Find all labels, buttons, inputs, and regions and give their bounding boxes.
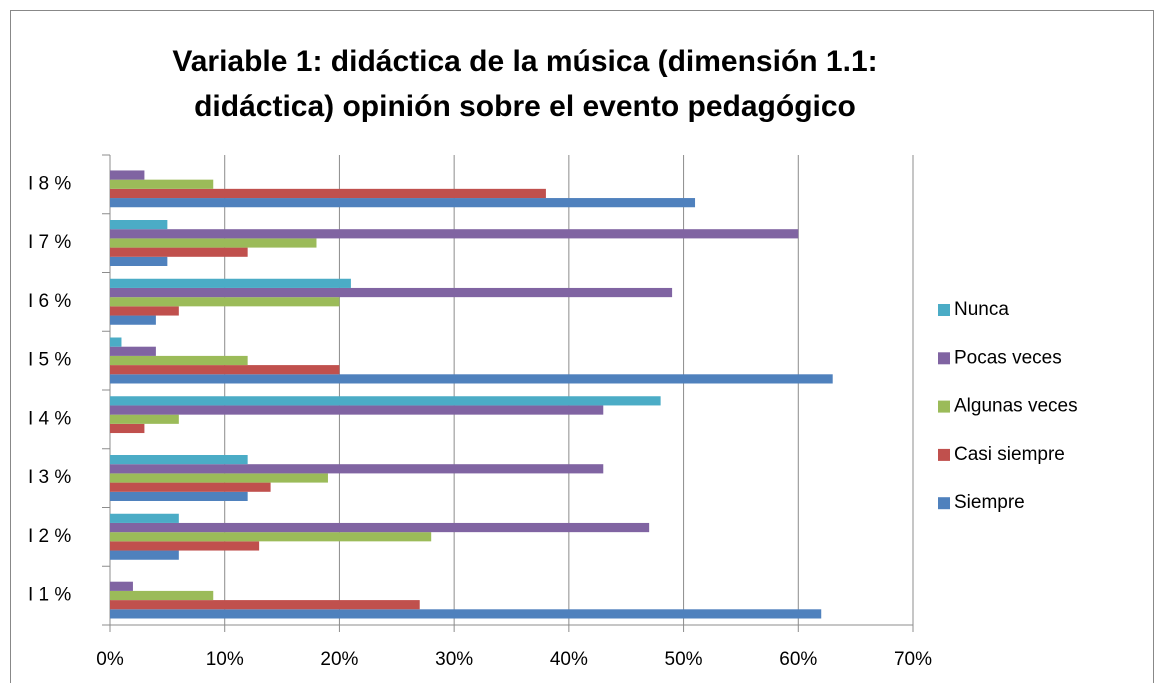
bar bbox=[110, 374, 833, 384]
bar bbox=[110, 247, 248, 257]
bar bbox=[110, 346, 156, 356]
bar bbox=[110, 609, 822, 619]
bar bbox=[110, 198, 696, 208]
bar bbox=[110, 365, 340, 375]
bar bbox=[110, 306, 179, 316]
bar bbox=[110, 315, 156, 325]
chart-title: Variable 1: didáctica de la música (dime… bbox=[172, 45, 877, 78]
bar bbox=[110, 238, 317, 248]
chart-title: didáctica) opinión sobre el evento pedag… bbox=[194, 90, 856, 123]
y-tick-label: I 5 % bbox=[28, 350, 71, 371]
legend-swatch bbox=[938, 352, 950, 365]
y-tick-label: I 1 % bbox=[28, 585, 71, 606]
bar bbox=[110, 600, 420, 610]
bar bbox=[110, 287, 673, 298]
x-tick-label: 10% bbox=[206, 649, 244, 670]
bar bbox=[110, 522, 650, 533]
x-tick-label: 40% bbox=[550, 649, 588, 670]
bar bbox=[110, 590, 214, 601]
legend-label: Pocas veces bbox=[954, 347, 1062, 368]
bar bbox=[110, 473, 328, 483]
y-tick-label: I 4 % bbox=[28, 408, 71, 429]
bar bbox=[110, 455, 248, 465]
bar bbox=[110, 550, 179, 560]
bar bbox=[110, 423, 145, 434]
y-tick-label: I 7 % bbox=[28, 232, 71, 253]
bar bbox=[110, 256, 168, 266]
chart-border bbox=[10, 10, 1154, 683]
legend-swatch bbox=[938, 304, 950, 316]
bar bbox=[110, 513, 179, 523]
bar bbox=[110, 414, 179, 424]
x-tick-label: 50% bbox=[665, 649, 703, 670]
bar bbox=[110, 405, 604, 415]
legend-label: Siempre bbox=[954, 492, 1025, 513]
bar bbox=[110, 355, 248, 366]
bar bbox=[110, 278, 351, 288]
legend-swatch bbox=[938, 497, 950, 510]
bar bbox=[110, 464, 604, 474]
x-tick-label: 20% bbox=[320, 649, 358, 670]
y-tick-label: I 3 % bbox=[28, 467, 71, 488]
y-tick-label: I 8 % bbox=[28, 173, 71, 194]
bar bbox=[110, 297, 340, 307]
bar bbox=[110, 229, 799, 239]
legend-label: Casi siempre bbox=[954, 444, 1065, 465]
bar bbox=[110, 179, 214, 189]
x-tick-label: 30% bbox=[435, 649, 473, 670]
bar bbox=[110, 396, 661, 406]
bar bbox=[110, 581, 133, 591]
bar bbox=[110, 220, 168, 230]
x-tick-label: 60% bbox=[779, 649, 817, 670]
bar bbox=[110, 188, 546, 199]
y-tick-label: I 6 % bbox=[28, 291, 71, 312]
y-tick-label: I 2 % bbox=[28, 526, 71, 547]
bar bbox=[110, 170, 145, 180]
bar bbox=[110, 337, 122, 347]
x-tick-label: 0% bbox=[96, 649, 124, 670]
legend-label: Nunca bbox=[954, 299, 1009, 320]
bar bbox=[110, 541, 260, 551]
bar bbox=[110, 482, 271, 492]
legend-swatch bbox=[938, 400, 950, 413]
x-tick-label: 70% bbox=[894, 649, 932, 670]
legend-label: Algunas veces bbox=[954, 396, 1078, 417]
bar bbox=[110, 491, 248, 501]
legend-swatch bbox=[938, 448, 950, 461]
bar bbox=[110, 532, 432, 542]
